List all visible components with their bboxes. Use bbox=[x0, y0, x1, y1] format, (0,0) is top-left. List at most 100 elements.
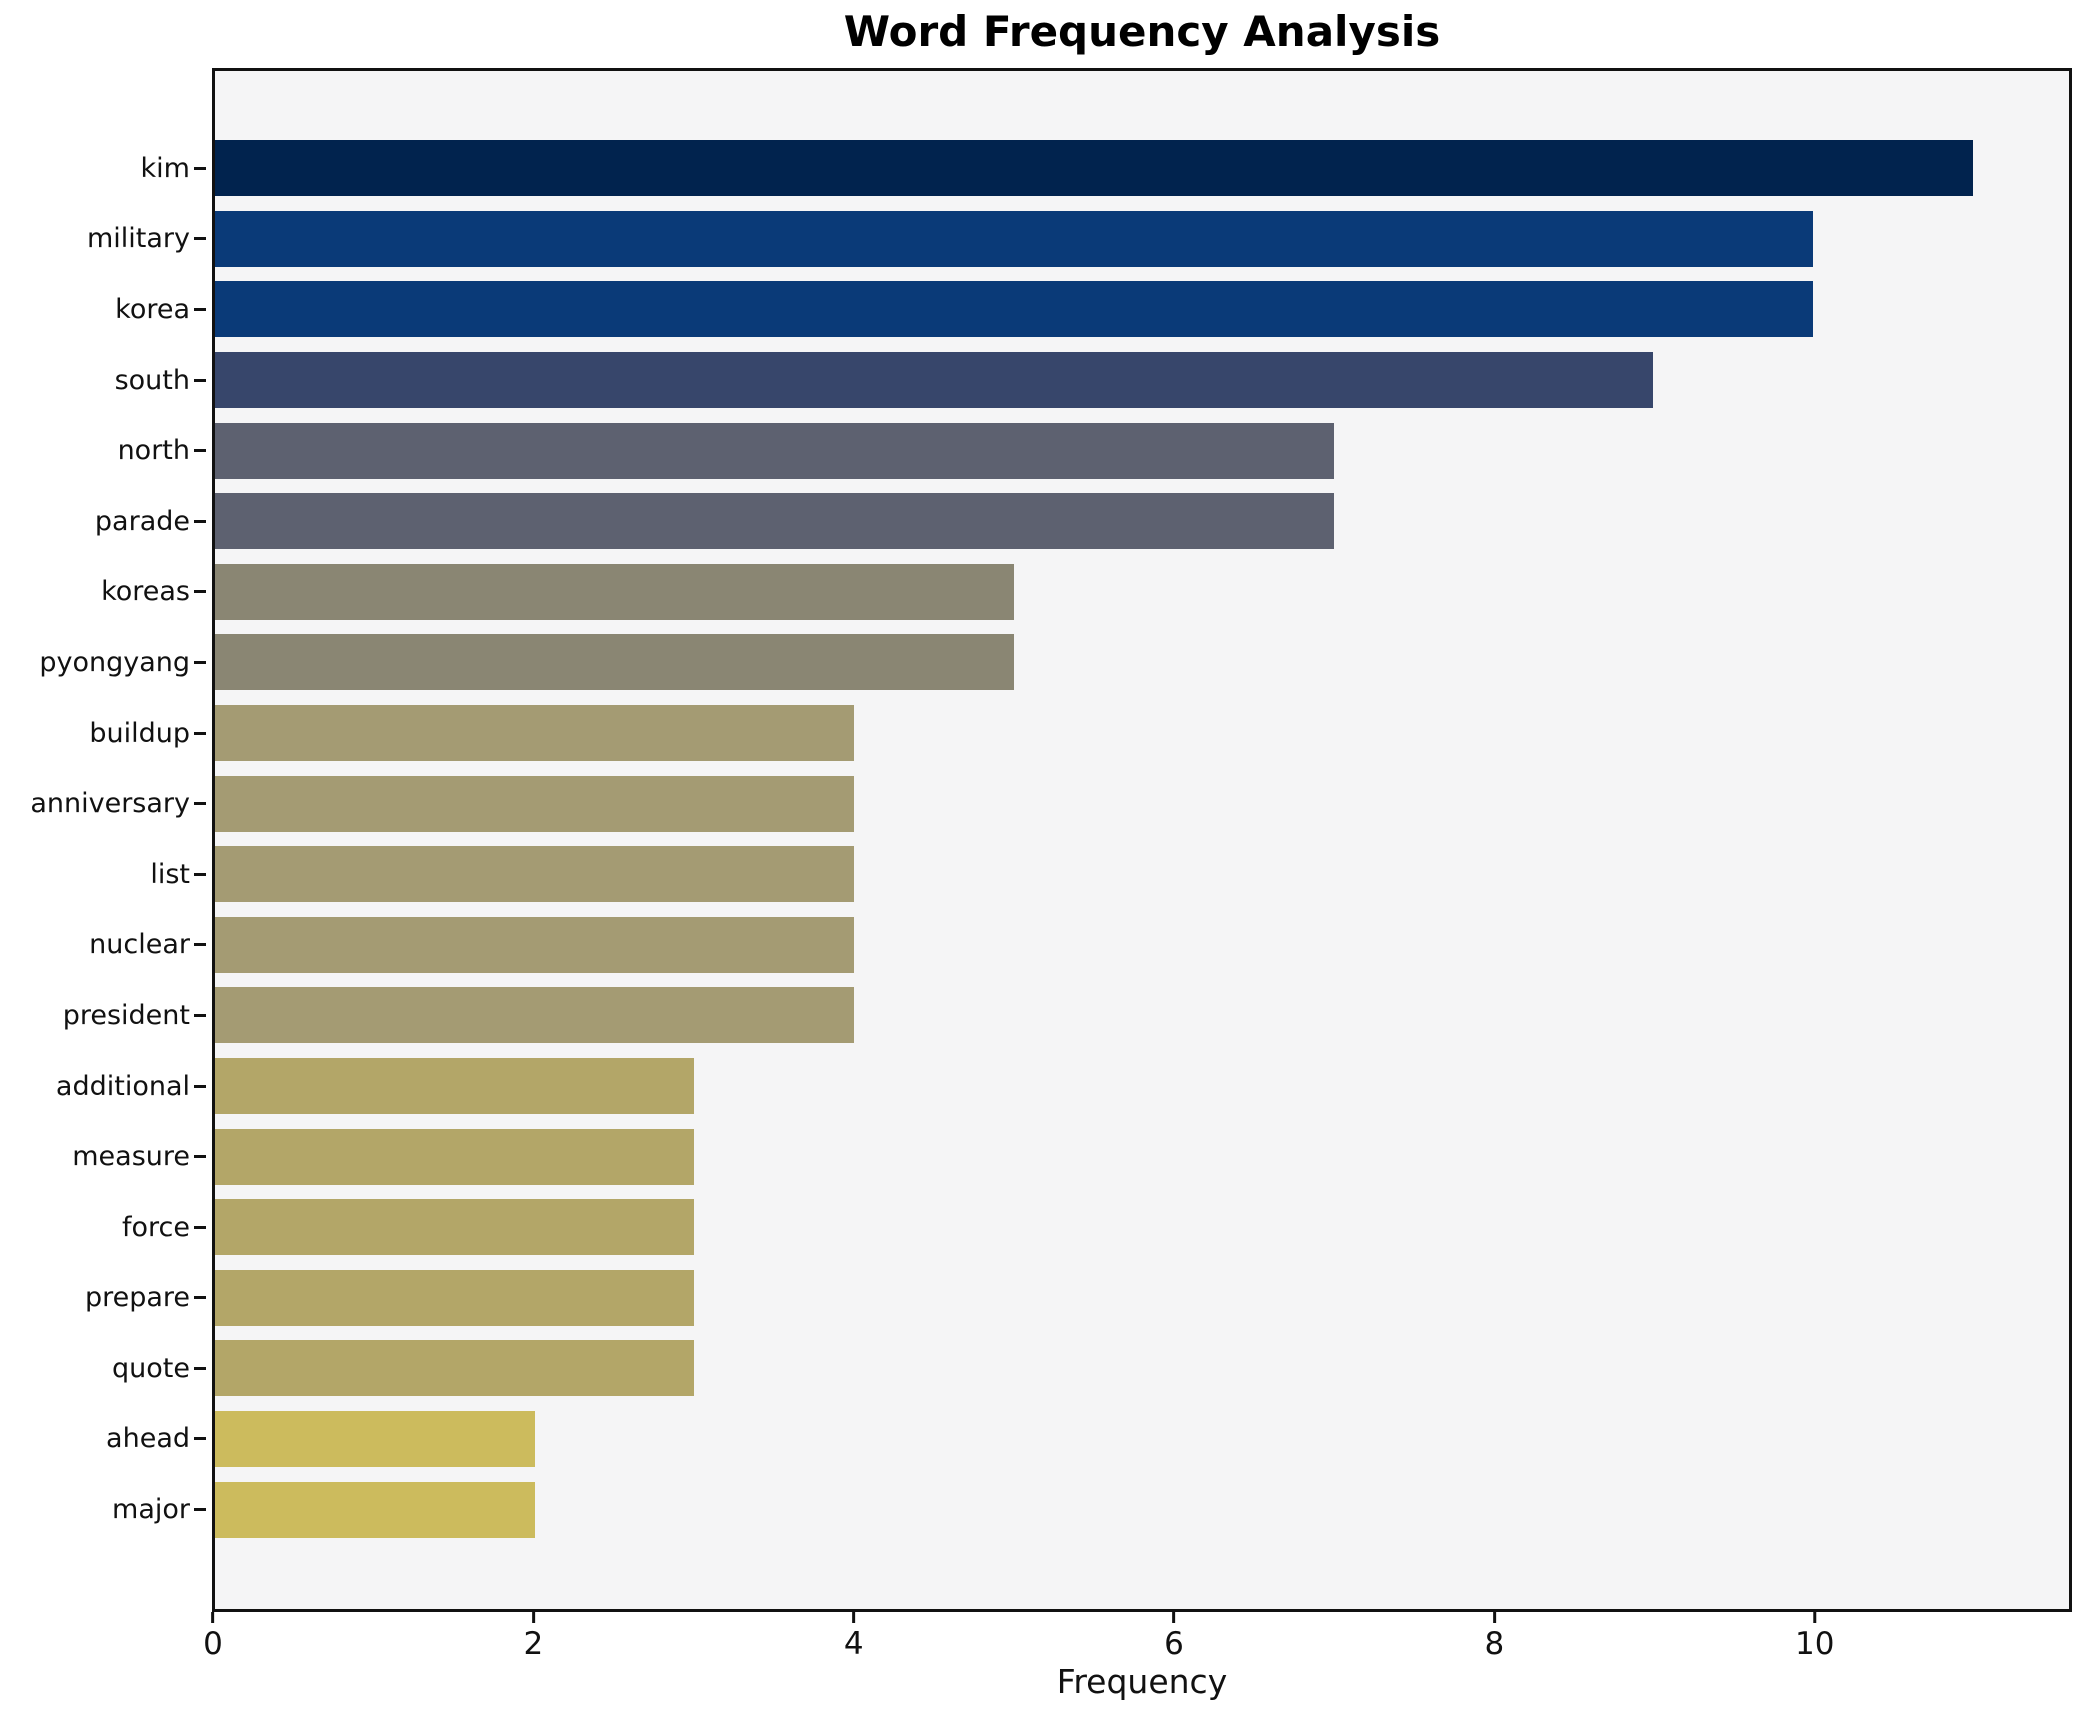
bar-row: nuclear bbox=[0, 910, 2069, 981]
bar bbox=[215, 705, 855, 762]
y-tick-mark bbox=[194, 1155, 206, 1159]
y-tick-mark bbox=[194, 1084, 206, 1088]
x-tick-label: 10 bbox=[1794, 1626, 1835, 1662]
bar-track bbox=[215, 415, 2069, 486]
bar-row: south bbox=[0, 345, 2069, 416]
bar-track bbox=[215, 1333, 2069, 1404]
bar-row: parade bbox=[0, 486, 2069, 557]
y-tick-mark bbox=[194, 802, 206, 806]
y-tick-label: korea bbox=[115, 293, 190, 325]
bar-track bbox=[215, 1404, 2069, 1475]
bar bbox=[215, 1481, 535, 1538]
y-tick-mark bbox=[194, 378, 206, 382]
bar bbox=[215, 1199, 695, 1256]
bar bbox=[215, 1340, 695, 1397]
bar-row: koreas bbox=[0, 557, 2069, 628]
bar-row: military bbox=[0, 204, 2069, 275]
bar-row: force bbox=[0, 1192, 2069, 1263]
y-tick-label: force bbox=[122, 1211, 190, 1243]
bar bbox=[215, 634, 1015, 691]
bar-track bbox=[215, 980, 2069, 1051]
y-tick-label: south bbox=[114, 364, 190, 396]
y-tick-mark bbox=[194, 1437, 206, 1441]
y-tick-label: nuclear bbox=[89, 929, 190, 961]
bar bbox=[215, 1410, 535, 1467]
y-tick-label: list bbox=[150, 858, 190, 890]
y-tick-mark bbox=[194, 449, 206, 453]
x-tick-mark bbox=[211, 1612, 215, 1623]
chart-title: Word Frequency Analysis bbox=[843, 7, 1441, 56]
x-tick-mark bbox=[1492, 1612, 1496, 1623]
bar-row: anniversary bbox=[0, 768, 2069, 839]
bar-track bbox=[215, 627, 2069, 698]
y-tick-label: military bbox=[86, 223, 190, 255]
bar-track bbox=[215, 345, 2069, 416]
y-tick-label: koreas bbox=[101, 576, 190, 608]
bar-row: north bbox=[0, 415, 2069, 486]
x-tick: 10 bbox=[1795, 1612, 1834, 1660]
bar-track bbox=[215, 839, 2069, 910]
bar-track bbox=[215, 1474, 2069, 1545]
x-tick-label: 8 bbox=[1484, 1626, 1505, 1662]
bar-track bbox=[215, 698, 2069, 769]
bar-row: pyongyang bbox=[0, 627, 2069, 698]
y-tick-label: north bbox=[117, 435, 190, 467]
x-tick: 8 bbox=[1484, 1612, 1505, 1662]
y-tick-mark bbox=[194, 590, 206, 594]
y-tick-label: anniversary bbox=[30, 788, 190, 820]
x-axis: 0 2 4 6 8 10 bbox=[203, 1612, 2071, 1672]
y-tick-label: president bbox=[62, 999, 190, 1031]
y-tick-mark bbox=[194, 1508, 206, 1512]
x-tick-label: 2 bbox=[523, 1626, 544, 1662]
x-tick-label: 4 bbox=[843, 1626, 864, 1662]
bar-row: buildup bbox=[0, 698, 2069, 769]
bar-row: ahead bbox=[0, 1404, 2069, 1475]
bar bbox=[215, 1269, 695, 1326]
bar-row: major bbox=[0, 1474, 2069, 1545]
x-tick: 6 bbox=[1164, 1612, 1184, 1660]
bar bbox=[215, 422, 1334, 479]
bar bbox=[215, 1058, 695, 1115]
bar-track bbox=[215, 486, 2069, 557]
bar-row: measure bbox=[0, 1121, 2069, 1192]
bar-track bbox=[215, 1263, 2069, 1334]
bar-row: korea bbox=[0, 274, 2069, 345]
bar bbox=[215, 987, 855, 1044]
y-tick-mark bbox=[194, 519, 206, 523]
bar-track bbox=[215, 133, 2069, 204]
bar bbox=[215, 140, 1974, 197]
x-axis-label: Frequency bbox=[1056, 1662, 1228, 1701]
y-tick-label: buildup bbox=[89, 717, 190, 749]
y-tick-label: prepare bbox=[84, 1282, 190, 1314]
bar bbox=[215, 775, 855, 832]
x-tick-label: 0 bbox=[203, 1626, 223, 1662]
x-tick: 0 bbox=[203, 1612, 223, 1660]
y-tick-label: measure bbox=[72, 1141, 190, 1173]
bar-row: president bbox=[0, 980, 2069, 1051]
y-tick-mark bbox=[194, 307, 206, 311]
bar-track bbox=[215, 768, 2069, 839]
bar-track bbox=[215, 204, 2069, 275]
y-tick-mark bbox=[194, 943, 206, 947]
y-tick-label: major bbox=[112, 1494, 190, 1526]
bar-track bbox=[215, 1121, 2069, 1192]
x-tick: 2 bbox=[523, 1612, 543, 1660]
bar-track bbox=[215, 910, 2069, 981]
y-tick-mark bbox=[194, 1366, 206, 1370]
bar-row: list bbox=[0, 839, 2069, 910]
bar bbox=[215, 210, 1814, 267]
bar-track bbox=[215, 274, 2069, 345]
bar bbox=[215, 493, 1334, 550]
x-tick-mark bbox=[1172, 1612, 1176, 1623]
bar bbox=[215, 916, 855, 973]
y-tick-mark bbox=[194, 1225, 206, 1229]
x-tick-mark bbox=[531, 1612, 535, 1623]
bar bbox=[215, 563, 1015, 620]
bar-track bbox=[215, 1051, 2069, 1122]
x-tick-mark bbox=[1813, 1612, 1817, 1623]
bar bbox=[215, 281, 1814, 338]
x-tick-label: 6 bbox=[1164, 1626, 1184, 1662]
bar-row: quote bbox=[0, 1333, 2069, 1404]
bar-track bbox=[215, 1192, 2069, 1263]
